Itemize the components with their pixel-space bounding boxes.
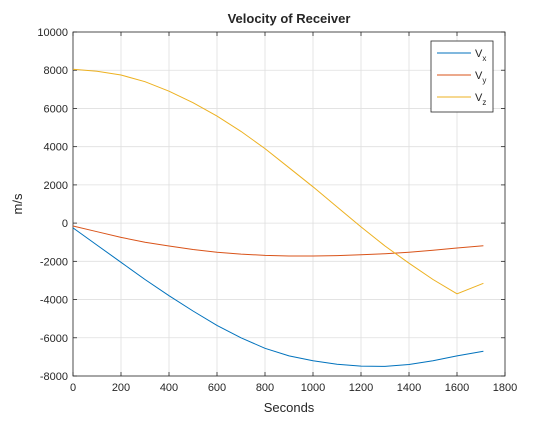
y-tick-label: 0	[62, 218, 68, 230]
y-tick-label: 6000	[44, 103, 68, 115]
series-line-vy	[72, 225, 484, 257]
x-tick-label: 1600	[445, 382, 469, 394]
y-tick-label: 2000	[44, 180, 68, 192]
y-tick-label: -8000	[40, 371, 68, 383]
x-tick-label: 1000	[301, 382, 325, 394]
y-tick-label: -4000	[40, 295, 68, 307]
axis-ticks: 0 200 400 600 800 1000 1200 1400 1600 1800 -8000 -6…	[37, 27, 517, 394]
series-lines	[72, 68, 484, 367]
legend: Vx Vy Vz	[430, 40, 494, 113]
legend-label-vz: Vz	[475, 92, 486, 107]
plot-area	[72, 31, 506, 377]
x-tick-label: 400	[160, 382, 178, 394]
x-axis-label: Seconds	[264, 400, 315, 415]
series-line-vz	[72, 68, 484, 295]
y-axis-label: m/s	[10, 193, 25, 214]
y-tick-label: -6000	[40, 333, 68, 345]
y-tick-label: 8000	[44, 65, 68, 77]
x-tick-label: 0	[70, 382, 76, 394]
x-tick-label: 800	[256, 382, 274, 394]
chart-title: Velocity of Receiver	[228, 11, 351, 26]
x-tick-label: 200	[112, 382, 130, 394]
y-tick-label: 4000	[44, 142, 68, 154]
x-tick-label: 1800	[493, 382, 517, 394]
legend-label-vx: Vx	[475, 48, 486, 63]
series-line-vx	[72, 227, 484, 367]
x-tick-label: 600	[208, 382, 226, 394]
y-tick-label: 10000	[37, 27, 68, 39]
x-tick-label: 1200	[349, 382, 373, 394]
x-tick-label: 1400	[397, 382, 421, 394]
y-tick-label: -2000	[40, 256, 68, 268]
legend-label-vy: Vy	[475, 70, 486, 85]
